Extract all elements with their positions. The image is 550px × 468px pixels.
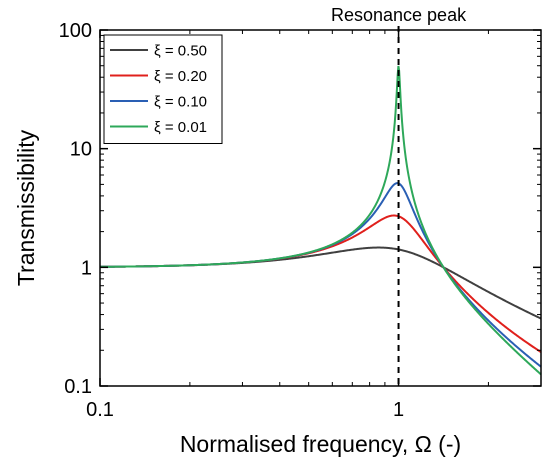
legend-label-3: ξ = 0.01: [154, 119, 207, 136]
axis-tick-labels: 0.1 1 0.1 1 10 100: [59, 20, 404, 421]
y-tick-label: 0.1: [64, 376, 92, 398]
legend: ξ = 0.50 ξ = 0.20 ξ = 0.10 ξ = 0.01: [103, 34, 223, 144]
series-curves: [99, 65, 542, 376]
series-line-3: [99, 65, 542, 376]
legend-label-1: ξ = 0.20: [154, 68, 207, 85]
y-tick-label: 100: [59, 20, 92, 42]
x-tick-label: 0.1: [86, 399, 114, 421]
y-tick-label: 1: [81, 257, 92, 279]
y-axis-label: Transmissibility: [13, 129, 39, 286]
legend-box: [103, 34, 223, 144]
axis-ticks: [99, 29, 542, 387]
plot-frame: [99, 29, 542, 387]
x-tick-label: 1: [393, 399, 404, 421]
resonance-peak-label: Resonance peak: [331, 5, 467, 25]
legend-label-0: ξ = 0.50: [154, 43, 207, 60]
x-axis-label: Normalised frequency, Ω (-): [180, 431, 461, 457]
legend-label-2: ξ = 0.10: [154, 94, 207, 111]
y-tick-label: 10: [70, 139, 92, 161]
series-line-2: [99, 182, 542, 368]
